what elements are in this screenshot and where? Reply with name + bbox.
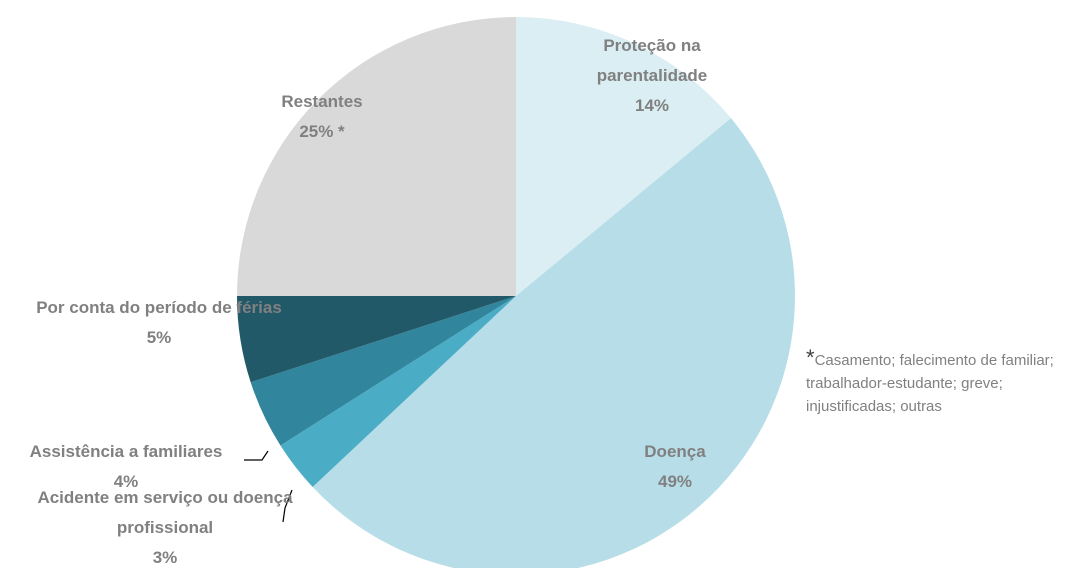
value-label: 5%: [146, 328, 172, 347]
pie-slice: [237, 17, 516, 296]
slice-label: Doença 49%: [560, 437, 790, 497]
slice-label: Assistência a familiares 4%: [0, 437, 256, 497]
value-label: 4%: [113, 472, 139, 491]
category-label: Acidente em serviço ou doença profission…: [37, 488, 293, 537]
footnote-text: Casamento; falecimento de familiar; trab…: [806, 352, 1054, 415]
leader-line: [244, 450, 269, 461]
slice-label: Por conta do período de férias 5%: [29, 293, 289, 353]
footnote-marker: *: [806, 345, 815, 370]
value-label: 3%: [152, 548, 178, 567]
category-label: Por conta do período de férias: [36, 298, 282, 317]
slice-label: Restantes 25% *: [222, 87, 422, 147]
slice-label: Acidente em serviço ou doença profission…: [35, 483, 295, 568]
pie-slice: [250, 296, 517, 446]
pie-slice: [280, 296, 516, 487]
value-label: 49%: [657, 472, 693, 491]
value-label: 25% *: [299, 122, 345, 141]
slices: [237, 17, 795, 568]
pie-slice: [312, 118, 795, 568]
leader-line: [282, 489, 293, 523]
category-label: Restantes: [281, 92, 363, 111]
category-label: Assistência a familiares: [29, 442, 223, 461]
pie-slice: [516, 17, 731, 296]
category-label: Proteção na parentalidade: [596, 36, 708, 85]
category-label: Doença: [644, 442, 706, 461]
value-label: 14%: [634, 96, 670, 115]
pie-slice: [237, 296, 516, 383]
footnote: *Casamento; falecimento de familiar; tra…: [806, 346, 1092, 418]
slice-label: Proteção na parentalidade 14%: [572, 31, 732, 121]
